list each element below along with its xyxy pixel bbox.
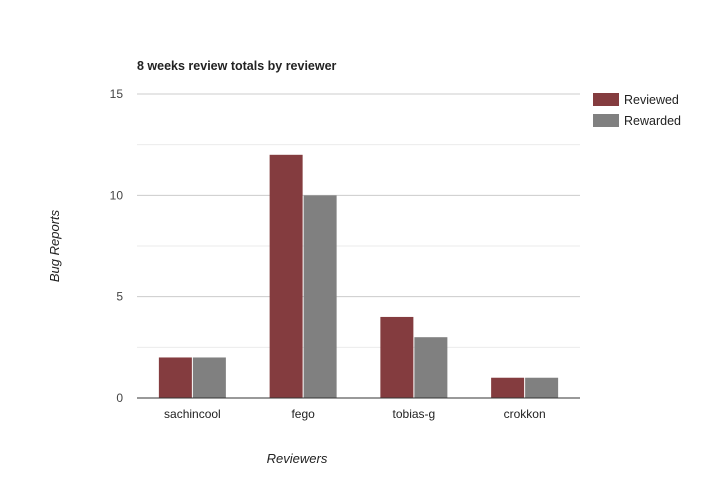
bar-reviewed-tobias-g — [380, 316, 414, 398]
bar-reviewed-crokkon — [491, 377, 525, 398]
x-tick-label: fego — [291, 407, 315, 421]
y-axis-label: Bug Reports — [47, 209, 62, 282]
bar-reviewed-fego — [269, 154, 303, 398]
y-tick-label: 5 — [116, 290, 123, 304]
legend-swatch-rewarded — [593, 114, 619, 127]
bar-rewarded-crokkon — [525, 377, 559, 398]
bar-reviewed-sachincool — [158, 357, 192, 398]
bar-rewarded-sachincool — [192, 357, 226, 398]
y-tick-label: 15 — [110, 87, 124, 101]
bar-rewarded-tobias-g — [414, 337, 448, 398]
bar-rewarded-fego — [303, 195, 337, 398]
x-tick-label: crokkon — [504, 407, 546, 421]
legend: Reviewed Rewarded — [593, 93, 681, 128]
legend-label-rewarded: Rewarded — [624, 114, 681, 128]
bars — [158, 154, 559, 398]
chart-title: 8 weeks review totals by reviewer — [137, 59, 337, 73]
gridlines — [137, 93, 580, 348]
y-axis-ticks: 0 5 10 15 — [110, 87, 124, 405]
x-axis-ticks: sachincool fego tobias-g crokkon — [164, 407, 546, 421]
x-tick-label: tobias-g — [393, 407, 436, 421]
y-tick-label: 10 — [110, 188, 124, 202]
x-axis-label: Reviewers — [267, 451, 328, 466]
legend-label-reviewed: Reviewed — [624, 93, 679, 107]
y-tick-label: 0 — [116, 391, 123, 405]
legend-swatch-reviewed — [593, 93, 619, 106]
x-tick-label: sachincool — [164, 407, 221, 421]
